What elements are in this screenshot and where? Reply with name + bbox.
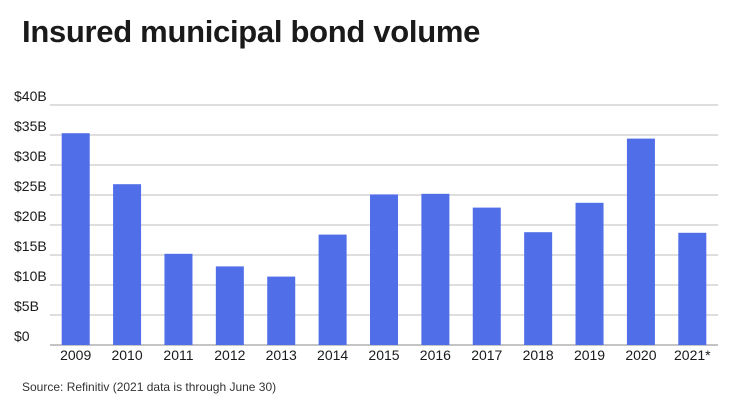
bar-2016 bbox=[421, 193, 450, 345]
x-tick-label: 2016 bbox=[420, 347, 451, 363]
bar-2021 bbox=[678, 232, 707, 345]
x-tick-label: 2017 bbox=[471, 347, 502, 363]
y-tick-label: $15B bbox=[14, 238, 47, 254]
bar-chart: $0$5B$10B$15B$20B$25B$30B$35B$40B 2009 20… bbox=[14, 88, 718, 363]
bar-2017 bbox=[472, 207, 501, 345]
bar-2013 bbox=[267, 276, 296, 345]
bar-2018 bbox=[524, 232, 553, 345]
y-tick-label: $5B bbox=[14, 298, 39, 314]
y-tick-label: $10B bbox=[14, 268, 47, 284]
bar-2009 bbox=[61, 133, 90, 345]
bar-2011 bbox=[164, 253, 193, 345]
bar-2012 bbox=[215, 266, 244, 345]
bar-2015 bbox=[370, 194, 398, 345]
x-tick-label: 2021* bbox=[674, 347, 711, 363]
bar-2019 bbox=[575, 202, 604, 345]
y-tick-label: $20B bbox=[14, 208, 47, 224]
x-tick-label: 2020 bbox=[625, 347, 656, 363]
y-tick-label: $30B bbox=[14, 148, 47, 164]
x-tick-label: 2015 bbox=[368, 347, 399, 363]
x-tick-label: 2009 bbox=[60, 347, 91, 363]
bar-2014 bbox=[318, 234, 347, 345]
x-tick-label: 2019 bbox=[574, 347, 605, 363]
source-note: Source: Refinitiv (2021 data is through … bbox=[22, 380, 277, 394]
y-tick-label: $0 bbox=[14, 328, 30, 344]
bar-2020 bbox=[626, 138, 655, 345]
bars bbox=[61, 133, 707, 345]
x-tick-label: 2012 bbox=[214, 347, 245, 363]
x-tick-label: 2014 bbox=[317, 347, 348, 363]
y-tick-label: $40B bbox=[14, 88, 47, 104]
x-tick-label: 2018 bbox=[523, 347, 554, 363]
x-tick-label: 2013 bbox=[266, 347, 297, 363]
bar-2010 bbox=[113, 184, 142, 345]
x-tick-label: 2010 bbox=[111, 347, 142, 363]
y-tick-label: $25B bbox=[14, 178, 47, 194]
x-axis-ticks: 2009 2010 2011 2012 2013 2014 2015 2016 2017 2018… bbox=[60, 347, 711, 363]
y-tick-label: $35B bbox=[14, 118, 47, 134]
x-tick-label: 2011 bbox=[163, 347, 193, 363]
chart-title: Insured municipal bond volume bbox=[22, 14, 481, 49]
y-axis-ticks: $0 $5B $10B $15B $20B $25B $30B $35B $40B bbox=[14, 88, 47, 344]
